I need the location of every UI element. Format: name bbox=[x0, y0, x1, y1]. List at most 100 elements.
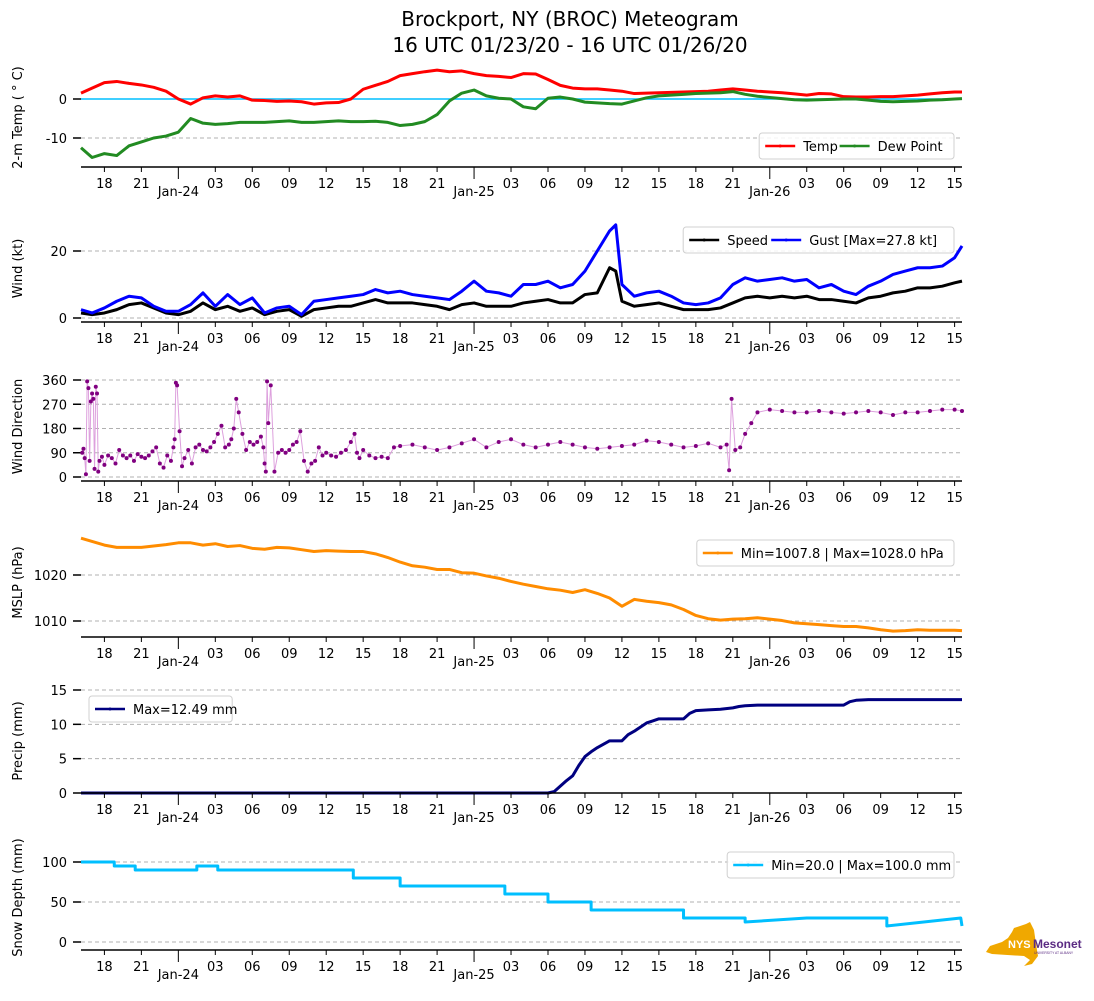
wdir-point bbox=[755, 410, 760, 415]
wdir-point bbox=[681, 445, 686, 450]
wdir-ytick-label: 360 bbox=[42, 374, 67, 389]
wdir-point bbox=[265, 379, 270, 384]
mslp-xtick-label: 21 bbox=[429, 647, 446, 662]
wdir-point bbox=[305, 469, 310, 474]
wdir-point bbox=[373, 456, 378, 461]
wdir-point bbox=[113, 461, 118, 466]
wdir-point bbox=[632, 442, 637, 447]
wind-xtick-label: 09 bbox=[872, 332, 889, 347]
snow-xtick-label: 06 bbox=[540, 960, 557, 975]
wdir-point bbox=[385, 456, 390, 461]
wdir-xtick-label: 03 bbox=[798, 491, 815, 506]
snow-day-label: Jan-26 bbox=[748, 968, 790, 983]
precip-legend bbox=[88, 695, 233, 723]
snow-xtick-label: 21 bbox=[429, 960, 446, 975]
wdir-point bbox=[367, 453, 372, 458]
wdir-ytick-label: 90 bbox=[50, 447, 67, 462]
mslp-xtick-label: 03 bbox=[798, 647, 815, 662]
wdir-point bbox=[313, 458, 318, 463]
wdir-point bbox=[866, 408, 871, 413]
wdir-point bbox=[329, 453, 334, 458]
wind-xtick-label: 03 bbox=[798, 332, 815, 347]
wdir-point bbox=[817, 408, 822, 413]
wind-xtick-label: 12 bbox=[614, 332, 631, 347]
wdir-xtick-label: 09 bbox=[872, 491, 889, 506]
wdir-point bbox=[767, 407, 772, 412]
wdir-xtick-label: 12 bbox=[318, 491, 335, 506]
snow-ytick-label: 100 bbox=[42, 856, 67, 871]
mslp-xtick-label: 15 bbox=[355, 647, 372, 662]
snow-ytick-label: 0 bbox=[59, 936, 67, 951]
precip-xtick-label: 15 bbox=[946, 803, 963, 818]
precip-ytick-label: 5 bbox=[59, 753, 67, 768]
wdir-point bbox=[348, 439, 353, 444]
wdir-point bbox=[157, 461, 162, 466]
precip-xtick-label: 06 bbox=[244, 803, 261, 818]
wind-legend-label: Gust [Max=27.8 kt] bbox=[809, 234, 937, 249]
wdir-point bbox=[82, 456, 87, 461]
wdir-point bbox=[960, 408, 964, 413]
nys-mesonet-logo: NYS Mesonet UNIVERSITY AT ALBANY bbox=[986, 922, 1082, 966]
wdir-point bbox=[81, 446, 86, 451]
wind-series-1 bbox=[80, 223, 964, 317]
wdir-point bbox=[718, 445, 723, 450]
snow-xtick-label: 15 bbox=[946, 960, 963, 975]
wind-legend-marker bbox=[784, 238, 788, 242]
temp-ytick-label: 0 bbox=[59, 93, 67, 108]
precip-day-label: Jan-26 bbox=[748, 811, 790, 826]
wind-xtick-label: 21 bbox=[429, 332, 446, 347]
wdir-point bbox=[355, 450, 360, 455]
wdir-point bbox=[226, 442, 231, 447]
temp-xtick-label: 18 bbox=[96, 177, 113, 192]
wdir-xtick-label: 18 bbox=[96, 491, 113, 506]
wdir-xtick-label: 06 bbox=[244, 491, 261, 506]
temp-xtick-label: 21 bbox=[725, 177, 742, 192]
ny-state-shape-icon bbox=[986, 922, 1038, 966]
wdir-point bbox=[117, 448, 122, 453]
snow-legend bbox=[726, 851, 955, 879]
wdir-xtick-label: 12 bbox=[614, 491, 631, 506]
wdir-point bbox=[247, 439, 252, 444]
precip-day-label: Jan-24 bbox=[157, 811, 199, 826]
temp-xtick-label: 03 bbox=[503, 177, 520, 192]
wdir-point bbox=[398, 444, 403, 449]
wdir-point bbox=[197, 442, 202, 447]
wdir-point bbox=[272, 469, 277, 474]
wdir-point bbox=[240, 431, 245, 436]
snow-day-label: Jan-25 bbox=[452, 968, 494, 983]
wdir-point bbox=[733, 448, 738, 453]
precip-xtick-label: 06 bbox=[835, 803, 852, 818]
wdir-point bbox=[244, 448, 249, 453]
wdir-point bbox=[738, 445, 743, 450]
wdir-ylabel: Wind Direction bbox=[11, 379, 26, 475]
temp-xtick-label: 21 bbox=[133, 177, 150, 192]
mslp-xtick-label: 18 bbox=[688, 647, 705, 662]
wdir-point bbox=[90, 391, 95, 396]
mslp-xtick-label: 06 bbox=[540, 647, 557, 662]
wind-legend bbox=[682, 226, 955, 254]
wdir-point bbox=[298, 429, 303, 434]
wdir-point bbox=[343, 448, 348, 453]
mslp-ytick-label: 1010 bbox=[34, 615, 67, 630]
wdir-point bbox=[357, 456, 362, 461]
wdir-point bbox=[131, 458, 136, 463]
wdir-point bbox=[186, 448, 191, 453]
wind-xtick-label: 12 bbox=[318, 332, 335, 347]
wdir-point bbox=[212, 439, 217, 444]
wdir-point bbox=[154, 445, 159, 450]
wdir-point bbox=[729, 396, 734, 401]
mslp-xtick-label: 03 bbox=[207, 647, 224, 662]
temp-xtick-label: 15 bbox=[651, 177, 668, 192]
temp-legend-label: Dew Point bbox=[878, 140, 943, 155]
precip-xtick-label: 09 bbox=[577, 803, 594, 818]
wind-xtick-label: 06 bbox=[835, 332, 852, 347]
logo-subtext: UNIVERSITY AT ALBANY bbox=[1034, 951, 1074, 955]
wind-ytick-label: 0 bbox=[59, 312, 67, 327]
wdir-point bbox=[472, 437, 477, 442]
snow-xtick-label: 18 bbox=[96, 960, 113, 975]
wdir-point bbox=[656, 439, 661, 444]
temp-xtick-label: 18 bbox=[688, 177, 705, 192]
mslp-series-0 bbox=[80, 536, 963, 633]
wdir-point bbox=[223, 445, 228, 450]
